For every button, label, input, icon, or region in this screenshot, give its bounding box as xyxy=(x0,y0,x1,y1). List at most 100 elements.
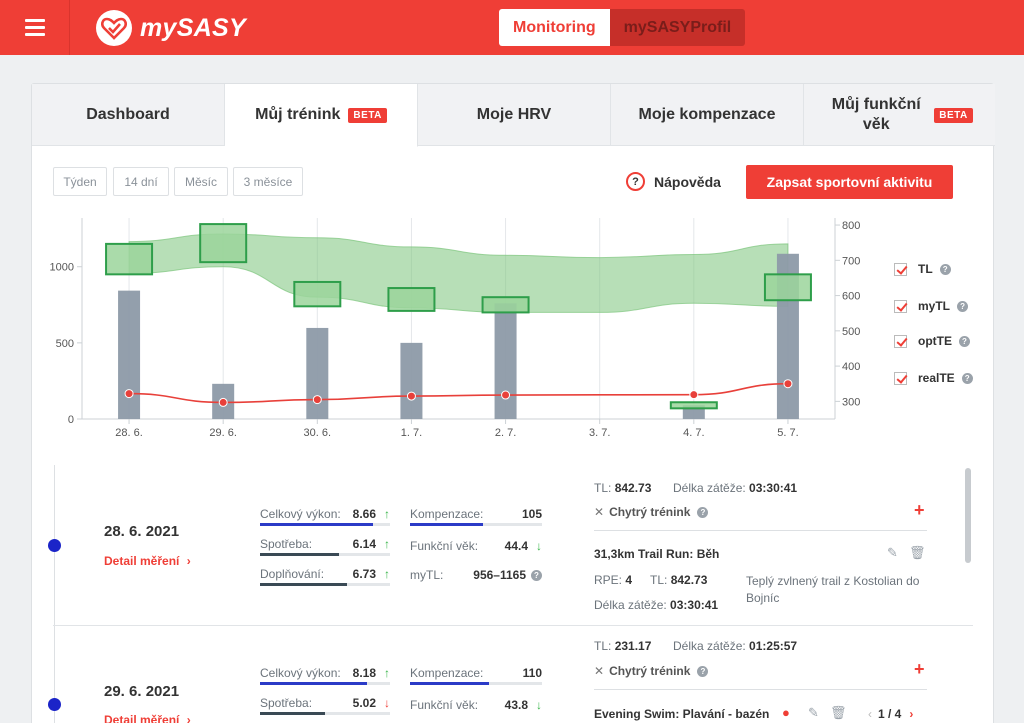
metric-label: myTL: xyxy=(410,568,444,582)
edit-icon[interactable]: ✎ xyxy=(808,705,819,720)
beta-badge: BETA xyxy=(348,107,387,123)
period-week-button[interactable]: Týden xyxy=(53,167,107,196)
legend-tl[interactable]: TL? xyxy=(894,262,951,276)
help-icon[interactable]: ? xyxy=(531,570,542,581)
metric-bar xyxy=(260,553,390,556)
scrollbar[interactable] xyxy=(965,468,971,563)
help-icon[interactable]: ? xyxy=(697,665,709,677)
activity-title[interactable]: Evening Swim: Plavání - bazén xyxy=(594,707,770,721)
legend-mytl[interactable]: myTL? xyxy=(894,299,969,313)
metric-label: Funkční věk: xyxy=(410,539,479,553)
rpe-value: 4 xyxy=(625,573,633,587)
trash-icon[interactable]: 🗑 xyxy=(830,705,847,720)
tab-label: Můj funkční věk xyxy=(831,96,921,133)
detail-link[interactable]: Detail měření › xyxy=(104,554,191,568)
metric-bar-fill xyxy=(260,553,340,556)
smart-training-toggle[interactable]: ✕ Chytrý trénink? xyxy=(594,664,709,678)
logo[interactable]: mySASY xyxy=(96,10,246,46)
help-label: Nápověda xyxy=(654,173,721,190)
duration-label: Délka zátěže: xyxy=(673,481,746,495)
legend-label: realTE xyxy=(918,371,955,385)
arrow-down-icon: ↓ xyxy=(536,698,542,712)
chevron-right-icon: › xyxy=(186,713,191,723)
activity-duration: Délka zátěže: 03:30:41 xyxy=(594,598,718,612)
checkbox-checked-icon[interactable] xyxy=(894,334,907,348)
metric-value: 44.4 xyxy=(504,539,528,553)
metric-consumption: Spotřeba: 6.14 ↑ xyxy=(260,537,390,551)
edit-icon[interactable]: ✎ xyxy=(887,545,898,560)
legend-realte[interactable]: realTE? xyxy=(894,371,973,385)
close-icon: ✕ xyxy=(594,664,605,678)
top-bar: mySASY Monitoring mySASYProfil xyxy=(0,0,1024,55)
activity-tl: TL: 842.73 xyxy=(650,573,707,587)
metric-label: Funkční věk: xyxy=(410,698,479,712)
help-icon[interactable]: ? xyxy=(961,372,973,384)
activity-title[interactable]: 31,3km Trail Run: Běh xyxy=(594,547,720,561)
metric-performance: Celkový výkon: 8.66 ↑ xyxy=(260,507,390,521)
help-link[interactable]: ? Nápověda xyxy=(626,172,721,191)
chevron-left-icon[interactable]: ‹ xyxy=(868,707,872,721)
help-icon[interactable]: ? xyxy=(939,263,951,275)
help-icon[interactable]: ? xyxy=(957,300,969,312)
metric-value: 6.14 xyxy=(352,537,376,551)
app-switcher: Monitoring mySASYProfil xyxy=(499,9,746,46)
tab-functional-age[interactable]: Můj funkční věk BETA xyxy=(804,84,995,146)
monitoring-button[interactable]: Monitoring xyxy=(499,9,610,46)
timeline-line xyxy=(54,465,55,723)
metric-value: 105 xyxy=(521,507,542,521)
chevron-right-icon[interactable]: › xyxy=(909,707,914,721)
period-3months-button[interactable]: 3 měsíce xyxy=(233,167,303,196)
rpe: RPE: 4 xyxy=(594,573,632,587)
tl-value: 842.73 xyxy=(614,481,652,495)
legend-label: myTL xyxy=(918,299,951,313)
metric-label: Spotřeba: xyxy=(260,537,313,551)
timeline-dot xyxy=(48,539,61,552)
add-icon[interactable]: + xyxy=(914,659,925,679)
metric-label: Celkový výkon: xyxy=(260,666,341,680)
period-month-button[interactable]: Měsíc xyxy=(174,167,228,196)
metric-compensation: Kompenzace: 110 xyxy=(410,666,542,680)
menu-button[interactable] xyxy=(0,0,70,55)
tab-dashboard[interactable]: Dashboard xyxy=(32,84,225,146)
help-icon[interactable]: ? xyxy=(959,335,970,347)
legend-label: TL xyxy=(918,262,933,276)
detail-label: Detail měření xyxy=(104,713,180,723)
arrow-up-icon: ↑ xyxy=(384,567,390,581)
smart-training-toggle[interactable]: ✕ Chytrý trénink? xyxy=(594,505,709,519)
add-icon[interactable]: + xyxy=(914,500,925,520)
duration-value: 03:30:41 xyxy=(749,481,798,495)
metric-value: 8.66 xyxy=(352,507,376,521)
help-icon[interactable]: ? xyxy=(697,506,709,518)
tl-summary: TL: 842.73 xyxy=(594,481,651,495)
metric-value: 8.18 xyxy=(352,666,376,680)
period-14days-button[interactable]: 14 dní xyxy=(113,167,169,196)
trash-icon[interactable]: 🗑 xyxy=(909,545,926,560)
tab-label: Moje HRV xyxy=(476,106,552,123)
smart-training-label: Chytrý trénink xyxy=(609,505,691,519)
tab-hrv[interactable]: Moje HRV xyxy=(418,84,611,146)
pager: ‹ 1 / 4 › xyxy=(868,707,913,721)
checkbox-checked-icon[interactable] xyxy=(894,299,907,313)
metric-value: 956–1165 xyxy=(473,568,526,582)
tab-training[interactable]: Můj trénink BETA xyxy=(225,84,418,147)
checkbox-checked-icon[interactable] xyxy=(894,371,907,385)
beta-badge: BETA xyxy=(934,107,973,123)
metric-functional-age: Funkční věk: 43.8 ↓ xyxy=(410,698,542,712)
metric-bar-fill xyxy=(410,682,490,685)
metric-bar-fill xyxy=(410,523,483,526)
brand-name: mySASY xyxy=(140,13,247,42)
tab-compensation[interactable]: Moje kompenzace xyxy=(611,84,804,146)
metric-value: 110 xyxy=(522,666,542,680)
tab-label: Dashboard xyxy=(86,106,170,123)
add-activity-button[interactable]: Zapsat sportovní aktivitu xyxy=(746,165,953,199)
rpe-label: RPE: xyxy=(594,573,623,587)
detail-link[interactable]: Detail měření › xyxy=(104,713,191,723)
legend-optte[interactable]: optTE? xyxy=(894,334,970,348)
tab-label: Moje kompenzace xyxy=(638,106,776,123)
profile-button[interactable]: mySASYProfil xyxy=(609,9,746,46)
metric-consumption: Spotřeba: 5.02 ↓ xyxy=(260,696,390,710)
metric-label: Kompenzace: xyxy=(410,666,484,680)
day-entry xyxy=(53,625,973,723)
activity-note: Teplý zvlnený trail z Kostolian do Bojní… xyxy=(746,574,920,605)
checkbox-checked-icon[interactable] xyxy=(894,262,907,276)
